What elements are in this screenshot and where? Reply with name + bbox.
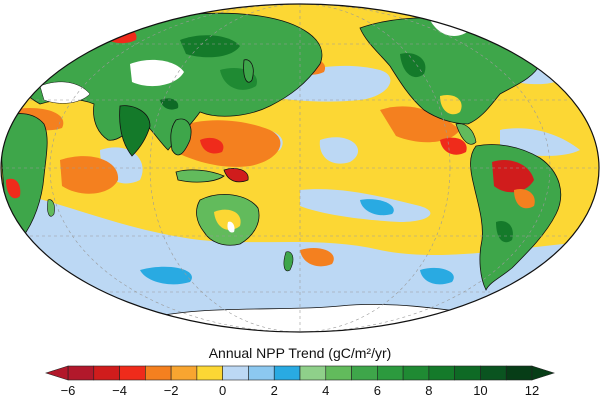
- southeast-asia: [170, 118, 192, 156]
- colorbar-bin: [402, 365, 430, 381]
- colorbar-bin: [351, 365, 378, 381]
- legend-title: Annual NPP Trend (gC/m²/yr): [208, 345, 392, 361]
- map-canvas: [0, 3, 600, 333]
- colorbar-bin: [170, 365, 198, 381]
- ocean-decrease-regions: [10, 57, 460, 267]
- colorbar: −6 −4 −2 0 2 4 6 8 10 12: [45, 365, 555, 398]
- colorbar-bin: [377, 365, 404, 381]
- globe-outline: [0, 3, 600, 333]
- madagascar: [47, 199, 55, 217]
- colorbar-tick-label: 8: [425, 383, 432, 398]
- africa-decline-patch: [6, 178, 21, 199]
- colorbar-tick-label: −4: [112, 383, 127, 398]
- india: [119, 105, 151, 157]
- central-america: [455, 123, 477, 145]
- colorbar-extend-max: [531, 365, 555, 381]
- south-america-greening: [496, 220, 513, 243]
- colorbar-extend-min: [45, 365, 69, 381]
- colorbar-bin: [273, 365, 301, 381]
- npp-trend-map: [0, 3, 600, 333]
- central-asia-no-data: [130, 59, 184, 87]
- colorbar-bin: [505, 365, 533, 381]
- japan: [243, 59, 254, 83]
- colorbar-bin: [325, 365, 352, 381]
- colorbar-bin: [222, 365, 249, 381]
- colorbar-bin: [67, 365, 95, 381]
- australia-no-data: [227, 221, 235, 233]
- arid-no-data: [39, 81, 91, 104]
- south-america: [470, 144, 562, 291]
- colorbar-tick-label: 4: [322, 383, 329, 398]
- graticule: [1, 4, 599, 332]
- new-guinea: [223, 168, 249, 183]
- colorbar-tick-label: 12: [525, 383, 539, 398]
- colorbar-bin: [145, 365, 172, 381]
- new-zealand: [283, 251, 294, 272]
- africa: [1, 113, 48, 239]
- colorbar-bin: [248, 365, 275, 381]
- australia-interior: [214, 209, 241, 230]
- colorbar-tick-label: −2: [164, 383, 179, 398]
- colorbar-tick-label: 2: [271, 383, 278, 398]
- colorbar-tick-label: −6: [61, 383, 76, 398]
- colorbar-bin: [196, 365, 223, 381]
- colorbar-tick-label: 6: [374, 383, 381, 398]
- north-america-boreal: [400, 53, 426, 78]
- colorbar-bin: [454, 365, 481, 381]
- colorbar-bin: [480, 365, 507, 381]
- colorbar-bin: [93, 365, 120, 381]
- colorbar-tick-label: 10: [473, 383, 487, 398]
- colorbar-bin: [428, 365, 455, 381]
- colorbar-bin: [299, 365, 327, 381]
- indonesia: [175, 169, 225, 183]
- colorbar-bin: [119, 365, 146, 381]
- colorbar-tick-label: 0: [219, 383, 226, 398]
